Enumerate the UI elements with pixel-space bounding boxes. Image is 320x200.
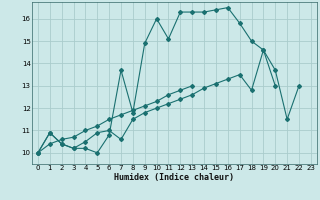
X-axis label: Humidex (Indice chaleur): Humidex (Indice chaleur) bbox=[115, 173, 234, 182]
